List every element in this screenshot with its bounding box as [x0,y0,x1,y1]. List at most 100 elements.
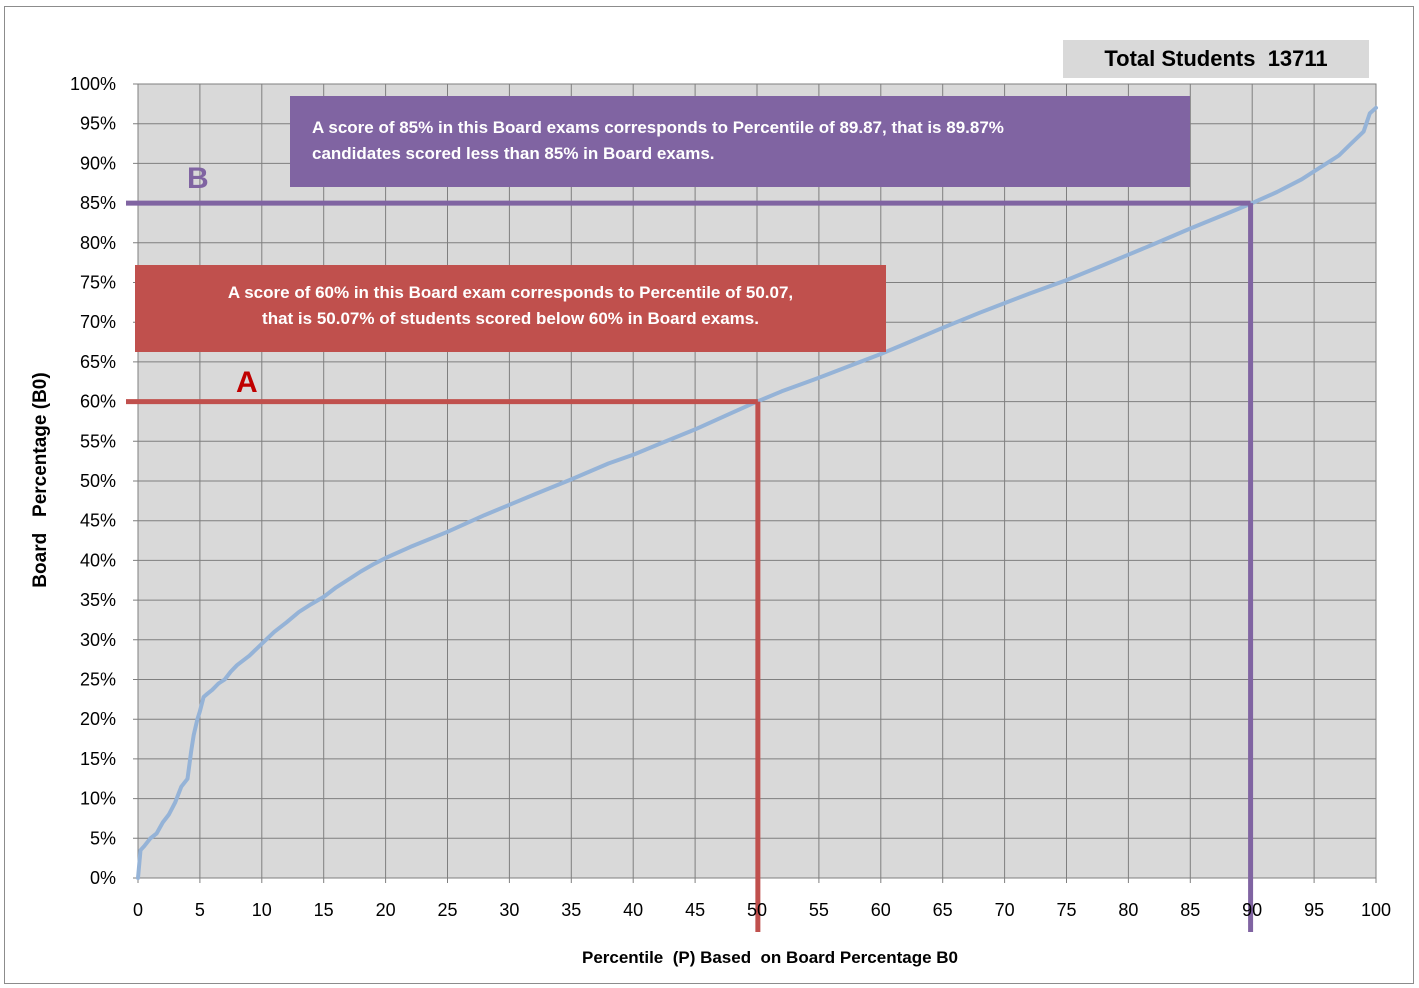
data-point [139,849,142,852]
data-point [1368,112,1372,115]
annotation-a-box: A score of 60% in this Board exam corres… [135,265,886,352]
data-point [1374,106,1378,110]
data-point [190,749,193,753]
data-point [817,376,821,379]
data-point [285,621,288,624]
data-point [1300,178,1303,181]
x-tick-label: 80 [1118,900,1138,920]
data-point [1226,212,1229,215]
data-point [359,570,363,573]
data-point [384,556,387,560]
data-point [978,311,982,314]
x-tick-label: 15 [314,900,334,920]
data-point [1127,253,1130,256]
data-point [780,390,783,393]
total-students-box: Total Students 13711 [1063,40,1369,78]
y-tick-label: 25% [80,670,116,690]
x-tick-label: 70 [995,900,1015,920]
annotation-a-line-1: A score of 60% in this Board exam corres… [227,283,794,302]
data-point [1312,170,1316,173]
x-tick-label: 85 [1180,900,1200,920]
data-point [1362,130,1365,133]
data-point [941,326,944,329]
data-point [347,578,350,581]
data-point [1189,227,1192,230]
x-tick-label: 65 [933,900,953,920]
y-tick-label: 15% [80,749,116,769]
data-point [1065,278,1068,282]
x-tick-label: 40 [623,900,643,920]
x-tick-label: 100 [1361,900,1391,920]
annotation-b-box: A score of 85% in this Board exams corre… [290,96,1190,187]
y-tick-label: 65% [80,352,116,372]
x-tick-label: 0 [133,900,143,920]
marker-b-label: B [187,162,209,195]
y-axis-title: Board Percentage (B0) [30,372,51,588]
data-point [532,493,536,496]
data-point [167,813,171,816]
y-tick-label: 0% [90,868,116,888]
data-point [297,610,301,614]
data-point [260,642,263,645]
data-point [904,342,907,345]
data-point [446,530,449,534]
data-point [223,678,226,681]
data-point [192,733,195,737]
x-tick-label: 50 [747,900,767,920]
y-tick-label: 10% [80,789,116,809]
data-point [1350,142,1353,145]
data-point [217,682,220,685]
data-point [632,453,635,456]
data-point [1337,154,1341,157]
data-point [334,586,338,589]
data-point [409,545,412,549]
marker-a-label: A [236,366,258,399]
data-point [155,832,158,835]
data-point [198,710,202,713]
data-point [142,845,146,848]
data-point [607,462,610,465]
data-point [161,821,164,824]
y-tick-label: 20% [80,709,116,729]
annotation-b-line-2: candidates scored less than 85% in Board… [312,144,715,163]
x-tick-label: 95 [1304,900,1324,920]
x-tick-label: 45 [685,900,705,920]
data-point [173,801,177,804]
data-point [206,692,209,695]
y-tick-label: 40% [80,550,116,570]
data-point [570,478,573,481]
y-tick-label: 100% [70,74,116,94]
data-point [196,718,199,721]
y-tick-label: 70% [80,312,116,332]
data-point [248,654,251,657]
data-point [211,688,214,692]
data-point [1028,292,1031,295]
x-tick-label: 55 [809,900,829,920]
x-tick-label: 25 [437,900,457,920]
annotation-a-line-2: that is 50.07% of students scored below … [262,309,759,328]
x-tick-label: 20 [376,900,396,920]
x-tick-label: 35 [561,900,581,920]
x-tick-label: 30 [499,900,519,920]
data-point [186,777,189,780]
data-point [180,785,183,788]
y-tick-label: 50% [80,471,116,491]
data-point [372,563,375,566]
data-point [1151,243,1155,246]
y-tick-label: 90% [80,153,116,173]
y-tick-label: 45% [80,511,116,531]
y-tick-label: 5% [90,828,116,848]
data-point [202,695,205,699]
series-line [136,105,1378,880]
data-point [1325,162,1328,165]
data-point [1275,190,1279,194]
data-point [731,411,734,414]
data-point [508,503,511,507]
data-point [483,513,486,517]
x-tick-label: 75 [1056,900,1076,920]
data-point [229,670,233,673]
x-tick-label: 5 [195,900,205,920]
y-tick-label: 95% [80,114,116,134]
data-point [656,443,660,446]
